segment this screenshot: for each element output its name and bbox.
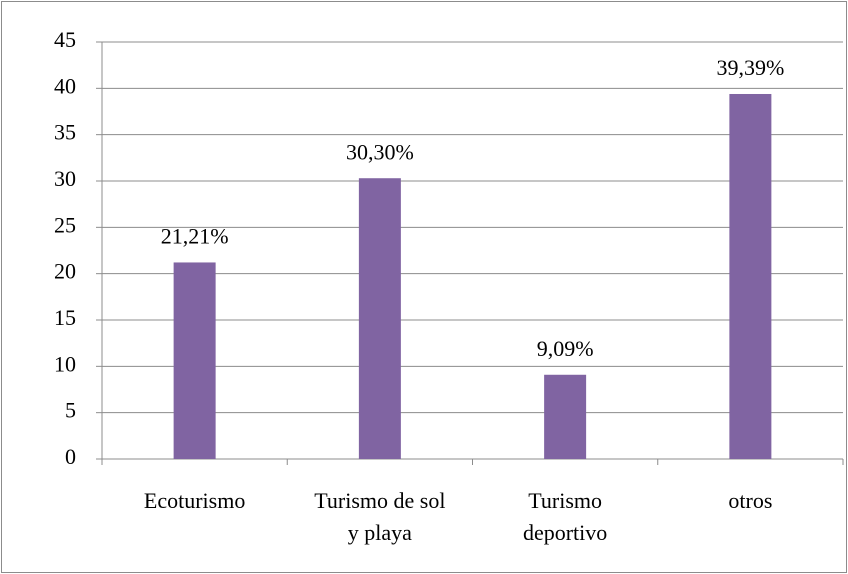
y-tick-label: 10 (54, 351, 76, 376)
y-tick-label: 20 (54, 259, 76, 284)
data-label: 39,39% (716, 55, 784, 80)
x-tick-label: otros (728, 488, 772, 513)
bar (358, 178, 401, 459)
data-label: 30,30% (346, 139, 414, 164)
y-tick-label: 40 (54, 73, 76, 98)
x-tick-label: Turismo deportivo (523, 488, 607, 545)
data-label: 21,21% (161, 224, 229, 249)
y-tick-label: 15 (54, 305, 76, 330)
bar (544, 374, 587, 459)
x-tick-label: Ecoturismo (144, 488, 245, 513)
y-tick-label: 5 (65, 398, 76, 423)
y-tick-label: 45 (54, 27, 76, 52)
bar (173, 262, 216, 459)
y-tick-label: 25 (54, 212, 76, 237)
data-label: 9,09% (537, 336, 594, 361)
y-tick-label: 30 (54, 166, 76, 191)
y-tick-label: 0 (65, 444, 76, 469)
bar (729, 93, 772, 460)
y-tick-label: 35 (54, 120, 76, 145)
x-tick-label: Turismo de sol y playa (314, 488, 445, 545)
